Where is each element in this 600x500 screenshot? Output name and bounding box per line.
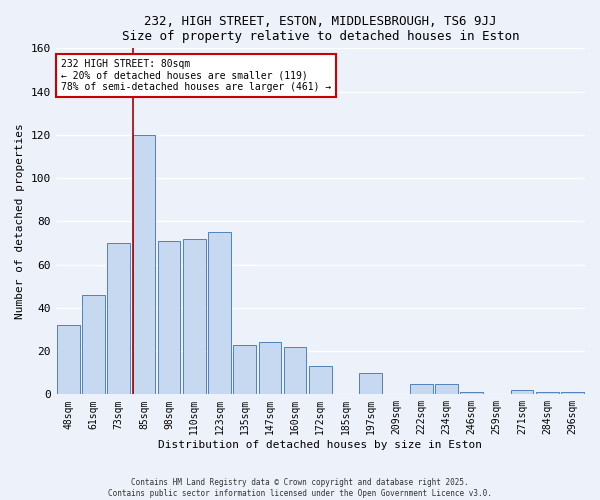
Bar [359,372,382,394]
Bar [511,390,533,394]
Y-axis label: Number of detached properties: Number of detached properties [15,124,25,319]
Bar [410,384,433,394]
Bar [284,347,307,395]
X-axis label: Distribution of detached houses by size in Eston: Distribution of detached houses by size … [158,440,482,450]
Bar [82,295,105,394]
Bar [561,392,584,394]
Bar [259,342,281,394]
Bar [183,238,206,394]
Bar [435,384,458,394]
Bar [107,243,130,394]
Bar [158,241,181,394]
Title: 232, HIGH STREET, ESTON, MIDDLESBROUGH, TS6 9JJ
Size of property relative to det: 232, HIGH STREET, ESTON, MIDDLESBROUGH, … [122,15,519,43]
Bar [208,232,231,394]
Text: 232 HIGH STREET: 80sqm
← 20% of detached houses are smaller (119)
78% of semi-de: 232 HIGH STREET: 80sqm ← 20% of detached… [61,59,331,92]
Bar [536,392,559,394]
Bar [309,366,332,394]
Bar [233,344,256,395]
Bar [133,135,155,394]
Text: Contains HM Land Registry data © Crown copyright and database right 2025.
Contai: Contains HM Land Registry data © Crown c… [108,478,492,498]
Bar [57,325,80,394]
Bar [460,392,483,394]
